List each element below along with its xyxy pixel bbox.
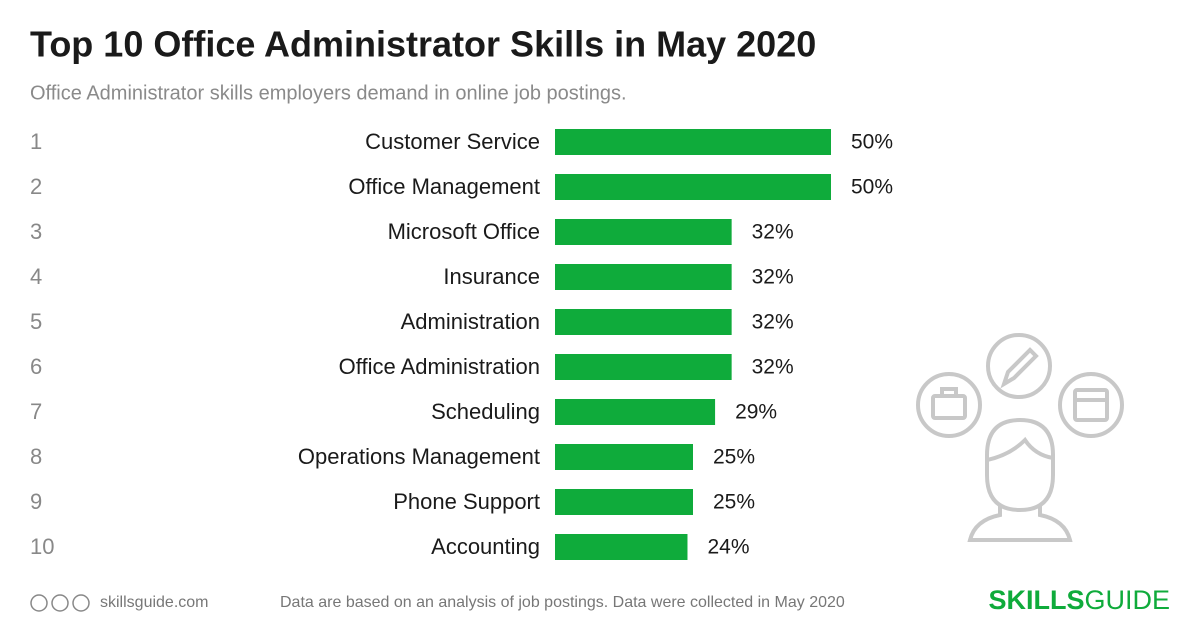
value-label: 32% <box>752 266 794 289</box>
license-icons <box>30 594 90 612</box>
brand-part: GUIDE <box>1084 585 1170 615</box>
category-label: Administration <box>401 309 540 334</box>
category-label: Operations Management <box>298 444 540 469</box>
bar <box>555 219 732 245</box>
rank: 5 <box>30 309 42 334</box>
value-label: 25% <box>713 491 755 514</box>
value-label: 32% <box>752 221 794 244</box>
category-label: Customer Service <box>365 129 540 154</box>
value-label: 32% <box>752 356 794 379</box>
rank: 4 <box>30 264 42 289</box>
category-label: Office Administration <box>339 354 540 379</box>
category-label: Office Management <box>348 174 540 199</box>
value-label: 50% <box>851 131 893 154</box>
category-label: Microsoft Office <box>388 219 540 244</box>
bar <box>555 399 716 425</box>
value-label: 29% <box>735 401 777 424</box>
rank: 6 <box>30 354 42 379</box>
chart-title: Top 10 Office Administrator Skills in Ma… <box>30 24 816 65</box>
rank: 9 <box>30 489 42 514</box>
bar <box>555 129 831 155</box>
rank: 10 <box>30 534 54 559</box>
bar <box>555 174 831 200</box>
brand-part: SKILLS <box>988 585 1084 615</box>
illustration <box>916 333 1124 542</box>
value-label: 25% <box>713 446 755 469</box>
bar <box>555 444 693 470</box>
rank: 3 <box>30 219 42 244</box>
bar <box>555 534 688 560</box>
bar <box>555 309 732 335</box>
bar <box>555 264 732 290</box>
rank: 1 <box>30 129 42 154</box>
footnote: Data are based on an analysis of job pos… <box>280 594 845 611</box>
rank: 8 <box>30 444 42 469</box>
value-label: 32% <box>752 311 794 334</box>
bar <box>555 489 693 515</box>
category-label: Scheduling <box>431 399 540 424</box>
rank: 7 <box>30 399 42 424</box>
source: skillsguide.com <box>100 594 208 611</box>
value-label: 50% <box>851 176 893 199</box>
bar <box>555 354 732 380</box>
chart-subtitle: Office Administrator skills employers de… <box>30 82 627 104</box>
brand-logo: SKILLSGUIDE <box>988 585 1170 615</box>
value-label: 24% <box>707 536 749 559</box>
category-label: Accounting <box>431 534 540 559</box>
category-label: Insurance <box>443 264 540 289</box>
rank: 2 <box>30 174 42 199</box>
category-label: Phone Support <box>393 489 540 514</box>
